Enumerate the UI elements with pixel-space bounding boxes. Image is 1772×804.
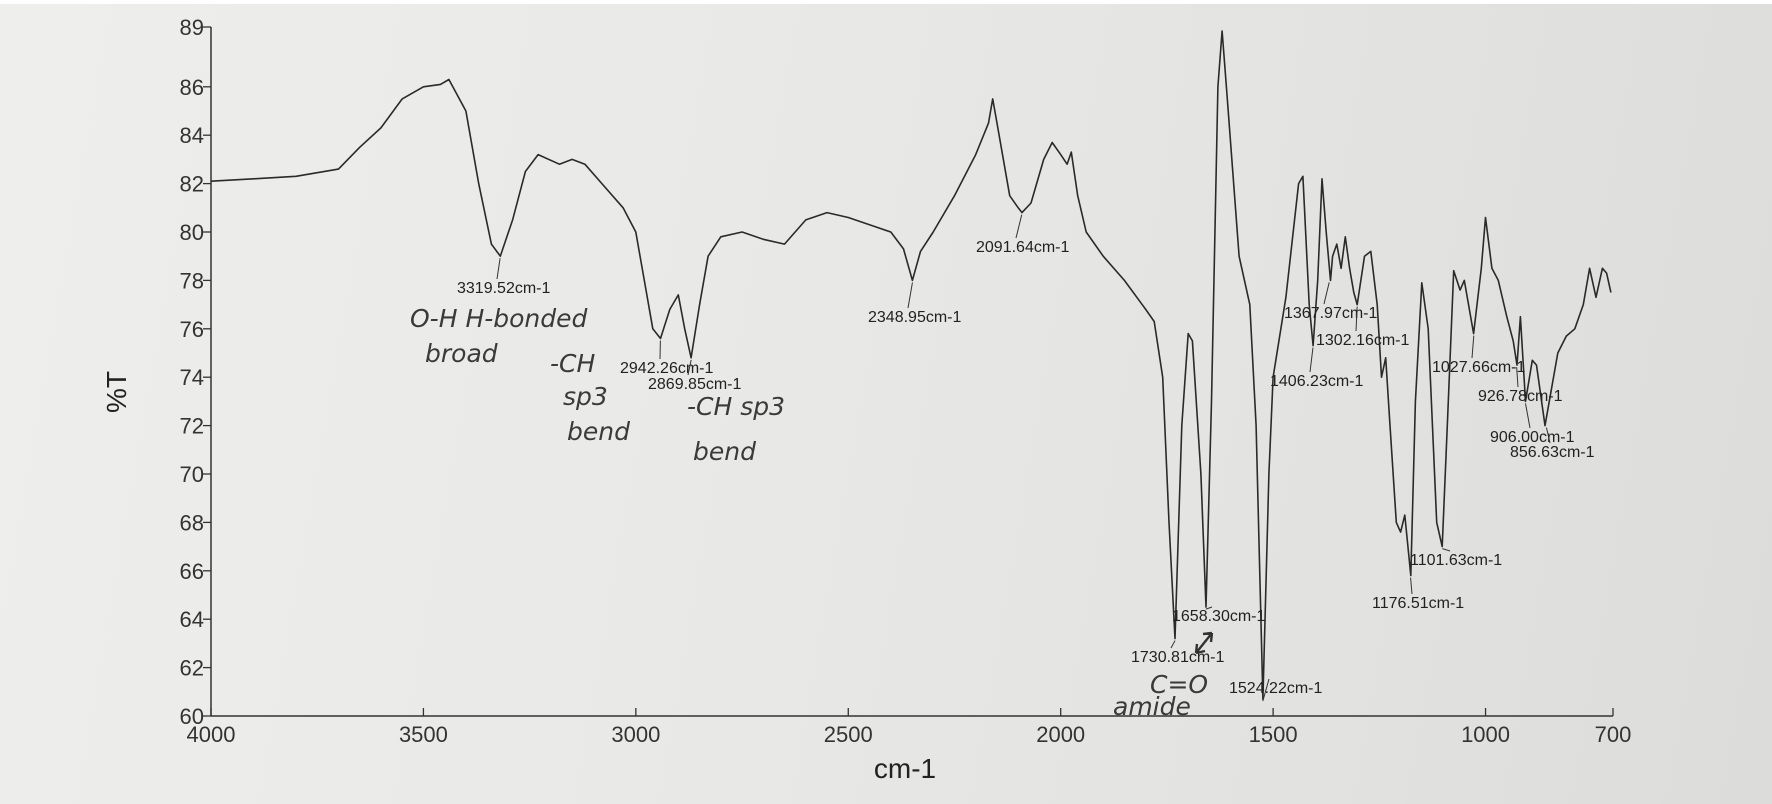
handwritten-note: -CH: [550, 349, 595, 378]
peak-leader-line: [1205, 606, 1213, 610]
x-tick-label: 700: [1595, 722, 1632, 747]
peak-label: 926.78cm-1: [1478, 388, 1563, 405]
peak-leader-line: [907, 282, 913, 309]
x-tick-label: 3500: [399, 722, 448, 747]
peak-leader-line: [1410, 577, 1413, 595]
y-tick-label: 70: [180, 462, 204, 487]
peak-label: 1101.63cm-1: [1410, 552, 1502, 569]
double-arrow-icon: [1194, 631, 1214, 655]
y-tick-label: 80: [180, 220, 204, 245]
y-tick-label: 86: [180, 75, 204, 100]
peak-label: 1730.81cm-1: [1131, 649, 1224, 666]
y-tick-label: 66: [180, 559, 204, 584]
peak-label: 2091.64cm-1: [976, 239, 1069, 256]
y-tick-label: 76: [180, 317, 204, 342]
handwritten-note: sp3: [563, 382, 608, 411]
peak-label: 2348.95cm-1: [868, 309, 961, 326]
peak-leader-line: [1355, 306, 1358, 332]
handwritten-note: O-H H-bonded: [410, 304, 588, 333]
x-axis-title: cm-1: [874, 753, 936, 784]
axes: 60 62 64 66 68 70 72 74 76 78 80 82 84 86 89 4000 3500 30…: [180, 15, 1632, 747]
peak-leader-line: [1545, 427, 1551, 444]
handwritten-note: C=O: [1150, 670, 1208, 699]
y-tick-label: 84: [180, 123, 204, 148]
peak-label: 3319.52cm-1: [457, 280, 550, 297]
handwritten-note: bend: [693, 437, 756, 466]
y-tick-label: 62: [180, 656, 204, 681]
peak-label: 906.00cm-1: [1490, 429, 1575, 446]
x-tick-label: 4000: [187, 722, 236, 747]
handwritten-note: -CH sp3: [687, 392, 785, 421]
y-tick-label: 74: [180, 365, 204, 390]
peak-leader-line: [1262, 678, 1270, 702]
y-axis-title: %T: [101, 371, 132, 413]
peak-leader-line: [1323, 282, 1330, 305]
y-tick-label: 60: [180, 704, 204, 729]
peak-label: 1367.97cm-1: [1284, 305, 1377, 322]
handwritten-note: bend: [567, 417, 630, 446]
peak-label: 2942.26cm-1: [620, 360, 713, 377]
x-tick-label: 3000: [611, 722, 660, 747]
peak-label: 1406.23cm-1: [1270, 373, 1363, 390]
peak-leader-line: [1516, 367, 1519, 388]
y-tick-label: 72: [180, 414, 204, 439]
x-tick-label: 1500: [1249, 722, 1298, 747]
peak-leader-line: [1471, 335, 1475, 359]
peak-leader-line: [496, 258, 501, 280]
peak-label: 856.63cm-1: [1510, 444, 1595, 461]
y-tick-label: 82: [180, 172, 204, 197]
handwritten-note: broad: [425, 339, 498, 368]
handwritten-notes: O-H H-bonded broad -CH sp3 bend -CH sp3 bend C=…: [410, 304, 1208, 721]
x-tick-label: 1000: [1461, 722, 1510, 747]
x-tick-label: 2000: [1036, 722, 1085, 747]
peak-label: 1524.22cm-1: [1229, 680, 1322, 697]
y-tick-label: 68: [180, 510, 204, 535]
handwritten-note: amide: [1113, 692, 1191, 721]
peak-label: 1302.16cm-1: [1316, 332, 1409, 349]
peak-leader-line: [1170, 640, 1176, 649]
paper-background: [0, 4, 1772, 804]
peak-leader-line: [1309, 347, 1314, 373]
y-tick-label: 64: [180, 607, 204, 632]
peak-label: 1176.51cm-1: [1372, 595, 1464, 612]
peak-label: 1027.66cm-1: [1432, 359, 1525, 376]
peak-label: 2869.85cm-1: [648, 376, 741, 393]
x-tick-label: 2500: [824, 722, 873, 747]
spectrum-line: [210, 30, 1612, 700]
y-tick-label: 89: [180, 15, 204, 40]
y-tick-label: 78: [180, 268, 204, 293]
peak-leader-line: [687, 359, 692, 376]
peak-leader-line: [1442, 548, 1451, 552]
peak-label: 1658.30cm-1: [1172, 608, 1265, 625]
peak-leader-line: [1524, 403, 1531, 429]
peak-leader-line: [1015, 214, 1023, 239]
